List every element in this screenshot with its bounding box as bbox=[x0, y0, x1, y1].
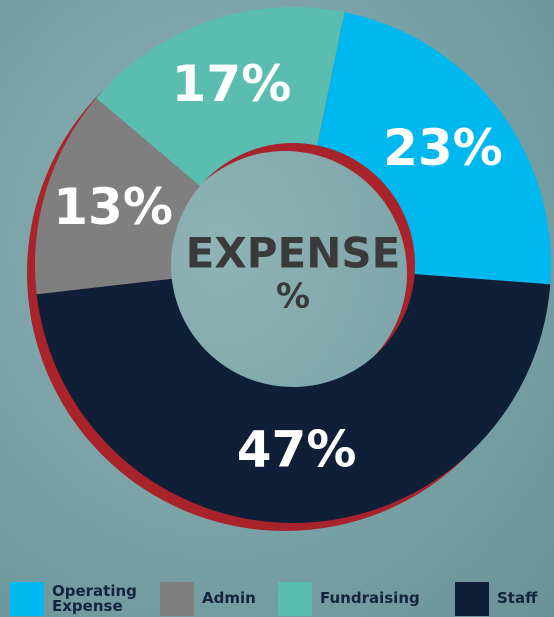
legend-swatch bbox=[160, 581, 194, 616]
legend-item: Operating Expense bbox=[10, 580, 137, 617]
legend-swatch bbox=[10, 581, 44, 616]
legend-item: Staff bbox=[455, 580, 554, 617]
slice-label: 47% bbox=[237, 420, 357, 478]
center-subtitle: % bbox=[276, 277, 310, 317]
slice-label: 17% bbox=[172, 55, 292, 113]
legend-label: Operating Expense bbox=[52, 581, 137, 615]
legend-label: Staff bbox=[497, 589, 538, 607]
legend-swatch bbox=[278, 581, 312, 616]
legend-item: Fundraising bbox=[278, 580, 480, 617]
legend-label: Admin bbox=[202, 589, 256, 607]
slice bbox=[317, 12, 551, 285]
slice bbox=[96, 7, 345, 187]
legend-item: Admin bbox=[160, 580, 302, 617]
legend-swatch bbox=[455, 581, 489, 616]
slices bbox=[34, 7, 551, 523]
slice-label: 23% bbox=[383, 119, 503, 177]
chart: EXPENSE % 23% 47% 13% 17% bbox=[27, 7, 551, 531]
center-title: EXPENSE bbox=[186, 229, 401, 278]
legend-label: Fundraising bbox=[320, 589, 420, 607]
slice-label: 13% bbox=[53, 178, 173, 236]
slice bbox=[36, 274, 551, 523]
slice bbox=[34, 98, 200, 295]
